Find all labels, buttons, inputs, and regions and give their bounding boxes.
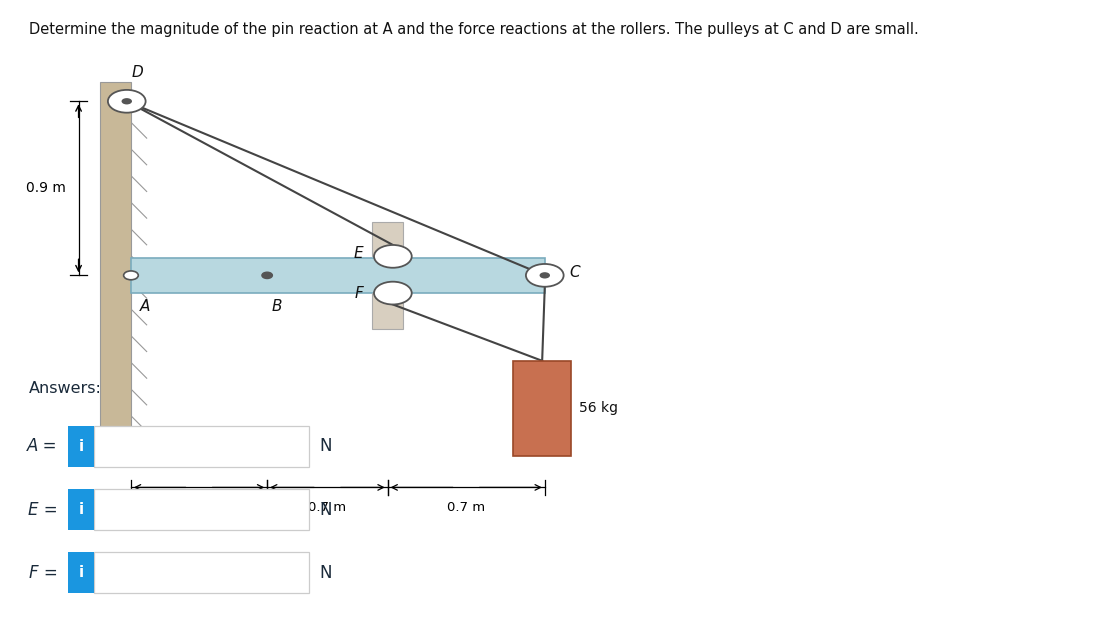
- Text: 0.7 m: 0.7 m: [308, 501, 347, 515]
- Text: i: i: [78, 502, 84, 517]
- Text: E: E: [354, 246, 364, 261]
- Bar: [99, 82, 131, 456]
- Text: N: N: [319, 501, 332, 518]
- Bar: [131, 258, 545, 293]
- Text: Answers:: Answers:: [30, 380, 102, 396]
- Bar: [94, 426, 309, 467]
- Bar: [94, 489, 309, 530]
- Text: N: N: [319, 564, 332, 582]
- Text: i: i: [78, 439, 84, 454]
- Circle shape: [373, 282, 412, 304]
- Bar: [69, 489, 94, 530]
- Text: i: i: [78, 565, 84, 580]
- Text: A =: A =: [28, 437, 57, 455]
- Circle shape: [373, 245, 412, 268]
- Text: 56 kg: 56 kg: [579, 401, 619, 415]
- Circle shape: [526, 264, 564, 287]
- Text: D: D: [131, 65, 144, 80]
- Text: B: B: [272, 299, 282, 315]
- Circle shape: [539, 272, 550, 279]
- Text: E =: E =: [28, 501, 57, 518]
- Text: A: A: [139, 299, 149, 315]
- Text: F =: F =: [29, 564, 57, 582]
- Circle shape: [108, 90, 146, 113]
- Text: C: C: [569, 265, 579, 280]
- Bar: [372, 222, 403, 256]
- Bar: [69, 552, 94, 594]
- Circle shape: [122, 98, 131, 104]
- Bar: [94, 552, 309, 594]
- Bar: [69, 426, 94, 467]
- Circle shape: [124, 271, 138, 280]
- Circle shape: [262, 272, 273, 279]
- Text: 0.7 m: 0.7 m: [180, 501, 218, 515]
- Text: N: N: [319, 437, 332, 455]
- Text: F: F: [355, 285, 364, 301]
- Text: 0.7 m: 0.7 m: [448, 501, 485, 515]
- Bar: [514, 361, 571, 456]
- Bar: [372, 293, 403, 329]
- Text: 0.9 m: 0.9 m: [27, 181, 66, 196]
- Text: Determine the magnitude of the pin reaction at A and the force reactions at the : Determine the magnitude of the pin react…: [30, 22, 919, 37]
